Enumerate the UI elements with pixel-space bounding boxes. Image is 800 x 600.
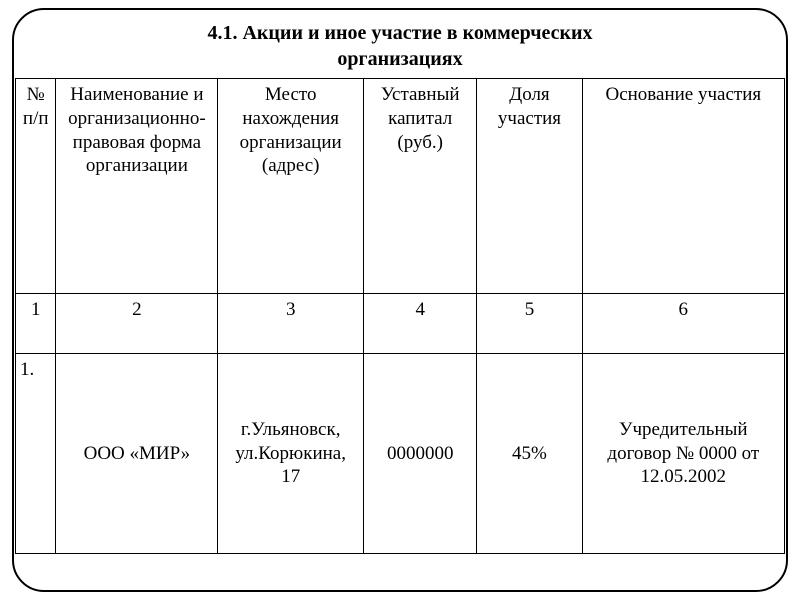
colnum-1: 1 xyxy=(16,294,56,354)
header-basis: Основание участия xyxy=(582,79,784,294)
header-capital: Уставный капитал (руб.) xyxy=(364,79,477,294)
section-title: 4.1. Акции и иное участие в коммерческих… xyxy=(15,10,785,78)
colnum-2: 2 xyxy=(56,294,218,354)
table-column-numbers: 1 2 3 4 5 6 xyxy=(16,294,785,354)
cell-address: г.Ульяновск, ул.Корюкина, 17 xyxy=(218,354,364,554)
title-line-2: организациях xyxy=(337,48,462,70)
table-row: 1. ООО «МИР» г.Ульяновск, ул.Корюкина, 1… xyxy=(16,354,785,554)
table-header-row: № п/п Наименование и организационно-прав… xyxy=(16,79,785,294)
colnum-5: 5 xyxy=(477,294,582,354)
header-share: Доля участия xyxy=(477,79,582,294)
header-number: № п/п xyxy=(16,79,56,294)
cell-share: 45% xyxy=(477,354,582,554)
cell-name: ООО «МИР» xyxy=(56,354,218,554)
cell-number: 1. xyxy=(16,354,56,554)
colnum-6: 6 xyxy=(582,294,784,354)
title-line-1: 4.1. Акции и иное участие в коммерческих xyxy=(207,22,592,44)
cell-basis: Учредительный договор № 0000 от 12.05.20… xyxy=(582,354,784,554)
header-address: Место нахождения организации (адрес) xyxy=(218,79,364,294)
colnum-4: 4 xyxy=(364,294,477,354)
cell-capital: 0000000 xyxy=(364,354,477,554)
header-name: Наименование и организационно-правовая ф… xyxy=(56,79,218,294)
participation-table: № п/п Наименование и организационно-прав… xyxy=(15,78,785,554)
colnum-3: 3 xyxy=(218,294,364,354)
